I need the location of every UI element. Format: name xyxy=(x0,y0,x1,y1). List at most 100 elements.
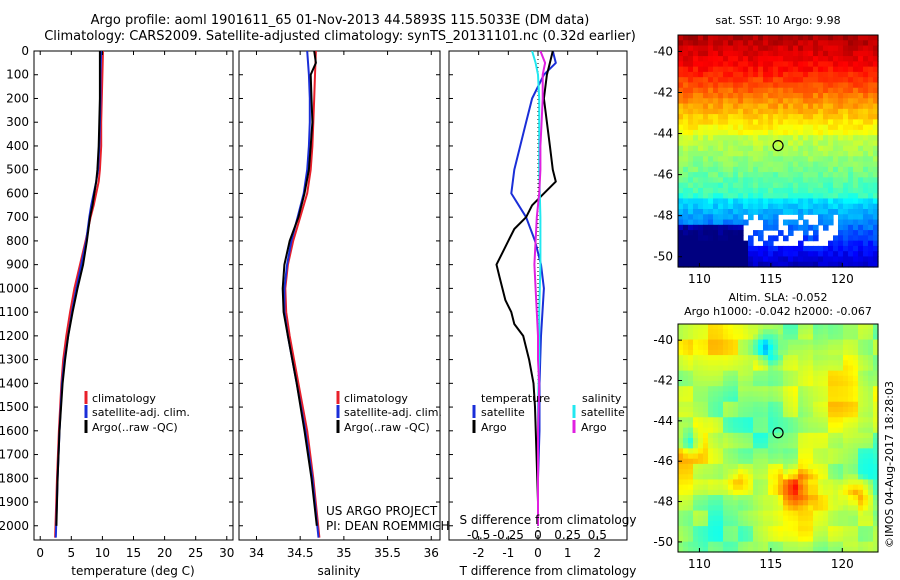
map-cell xyxy=(693,77,699,84)
map-cell xyxy=(778,515,784,522)
map-cell xyxy=(728,458,734,465)
map-cell xyxy=(783,541,789,548)
map-cell xyxy=(798,339,804,346)
map-cell xyxy=(858,349,864,356)
map-cell xyxy=(808,427,814,434)
map-cell xyxy=(798,214,804,221)
map-cell xyxy=(798,71,804,78)
map-cell xyxy=(823,520,829,527)
map-cell xyxy=(738,510,744,517)
map-cell xyxy=(758,365,764,372)
map-cell xyxy=(743,172,749,178)
map-cell xyxy=(713,495,719,501)
map-cell xyxy=(773,71,779,78)
map-cell xyxy=(863,240,869,247)
map-cell xyxy=(778,406,784,413)
map-cell xyxy=(843,448,849,455)
map-cell xyxy=(838,541,844,548)
map-cell xyxy=(773,355,779,361)
map-cell xyxy=(768,500,774,506)
map-cell xyxy=(798,161,804,168)
map-cell xyxy=(808,546,814,553)
map-cell xyxy=(748,406,754,413)
map-cell xyxy=(793,510,799,517)
map-cell xyxy=(808,339,814,346)
map-cell xyxy=(853,203,859,210)
map-cell xyxy=(743,344,749,351)
map-cell xyxy=(778,98,784,105)
map-cell xyxy=(708,391,714,398)
map-cell xyxy=(758,209,764,215)
map-cell xyxy=(803,495,809,501)
map-cell xyxy=(733,406,739,413)
map-cell xyxy=(793,458,799,465)
map-cell xyxy=(743,406,749,413)
map-cell xyxy=(713,484,719,491)
map-cell xyxy=(773,412,779,418)
map-cell xyxy=(838,520,844,527)
map-cell xyxy=(823,56,829,62)
map-cell xyxy=(763,541,769,548)
map-cell xyxy=(703,510,709,517)
map-cell xyxy=(798,224,804,231)
map-cell xyxy=(858,145,864,152)
map-cell xyxy=(703,166,709,173)
map-cell xyxy=(763,401,769,408)
map-cell xyxy=(823,251,829,258)
map-cell xyxy=(698,458,704,465)
map-cell xyxy=(743,396,749,403)
map-cell xyxy=(733,448,739,455)
map-cell xyxy=(828,245,834,252)
map-cell xyxy=(758,386,764,392)
map-cell xyxy=(718,166,724,173)
map-cell xyxy=(688,463,694,470)
map-cell xyxy=(748,114,754,120)
map-cell xyxy=(693,193,699,200)
x-tick-label: -1 xyxy=(502,546,514,560)
map-cell xyxy=(833,531,839,538)
map-cell xyxy=(728,484,734,491)
map-cell xyxy=(858,474,864,481)
map-cell xyxy=(688,417,694,424)
map-cell xyxy=(688,129,694,136)
map-cell xyxy=(768,474,774,481)
map-cell xyxy=(838,443,844,449)
map-cell xyxy=(743,438,749,444)
legend-label-argo: Argo(..raw -QC) xyxy=(344,421,430,434)
map-cell xyxy=(863,344,869,351)
map-cell xyxy=(778,412,784,418)
map-cell xyxy=(763,93,769,99)
map-cell xyxy=(838,355,844,361)
map-cell xyxy=(733,203,739,210)
map-cell xyxy=(813,193,819,200)
map-cell xyxy=(708,77,714,84)
map-cell xyxy=(848,531,854,538)
map-cell xyxy=(703,427,709,434)
map-cell xyxy=(818,546,824,553)
map-cell xyxy=(703,406,709,413)
map-cell xyxy=(798,479,804,486)
map-cell xyxy=(783,443,789,449)
map-cell xyxy=(778,370,784,377)
map-cell xyxy=(823,145,829,152)
map-cell xyxy=(713,360,719,367)
map-cell xyxy=(863,375,869,382)
map-cell xyxy=(843,182,849,189)
map-cell xyxy=(853,256,859,263)
map-cell xyxy=(683,479,689,486)
map-cell xyxy=(738,71,744,78)
map-cell xyxy=(858,56,864,62)
map-cell xyxy=(873,56,879,62)
map-cell xyxy=(873,71,879,78)
map-cell xyxy=(793,360,799,367)
map-cell xyxy=(868,448,874,455)
map-cell xyxy=(743,474,749,481)
map-cell xyxy=(798,520,804,527)
map-cell xyxy=(833,182,839,189)
map-cell xyxy=(753,381,759,387)
map-cell xyxy=(828,365,834,372)
map-cell xyxy=(873,417,879,424)
map-cell xyxy=(728,240,734,247)
map-cell xyxy=(688,251,694,258)
map-cell xyxy=(773,145,779,152)
